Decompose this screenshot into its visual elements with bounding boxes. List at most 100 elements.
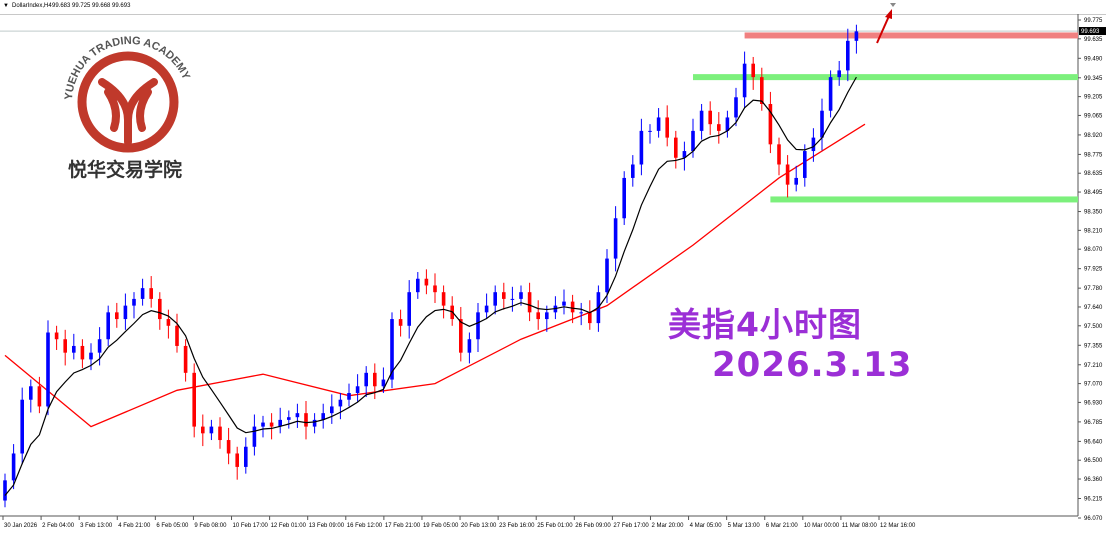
candle-body	[132, 298, 136, 306]
up-arrow-icon	[876, 15, 890, 44]
x-tick-label: 30 Jan 2026	[4, 523, 38, 529]
dropdown-triangle-icon[interactable]: ▼	[3, 3, 9, 9]
annotation-date: 2026.3.13	[712, 345, 913, 385]
y-tick-label: 96.785	[1084, 420, 1103, 426]
annotation-title: 美指4小时图	[668, 305, 862, 344]
candle-body	[11, 453, 16, 481]
candle-body	[527, 292, 532, 313]
candle-body	[252, 426, 257, 447]
candle-body	[261, 422, 265, 427]
level-zone	[770, 196, 1078, 203]
candle-body	[562, 301, 566, 306]
y-tick-label: 98.775	[1084, 152, 1103, 158]
y-tick-label: 99.345	[1084, 76, 1103, 82]
x-tick-label: 9 Feb 08:00	[194, 523, 227, 529]
candle-body	[467, 339, 472, 353]
x-tick-label: 27 Feb 17:00	[613, 523, 649, 529]
ohlc-readout: 99.683 99.725 99.668 99.693	[52, 3, 131, 9]
y-tick-label: 96.930	[1084, 400, 1103, 406]
candle-body	[605, 258, 609, 293]
candle-body	[622, 177, 626, 219]
shift-marker-icon	[890, 3, 896, 7]
y-tick-label: 99.775	[1084, 18, 1103, 24]
candle-body	[338, 399, 343, 407]
candle-body	[175, 325, 179, 346]
candle-body	[579, 312, 583, 314]
candle-body	[777, 144, 781, 165]
candle-body	[519, 292, 523, 299]
candle-body	[304, 413, 308, 427]
candle-body	[321, 413, 325, 420]
y-tick-label: 99.065	[1084, 113, 1103, 119]
candle-body	[364, 372, 368, 387]
candle-body	[123, 305, 128, 320]
candle-body	[226, 440, 231, 454]
x-tick-label: 3 Feb 13:00	[80, 523, 113, 529]
candle-body	[235, 453, 239, 467]
candle-body	[570, 301, 575, 313]
symbol-label: DollarIndex,H4	[12, 3, 52, 9]
y-tick-label: 98.210	[1084, 228, 1103, 234]
candle-body	[459, 319, 463, 353]
candle-body	[613, 218, 618, 259]
candle-body	[674, 137, 678, 158]
candle-body	[192, 372, 196, 427]
y-tick-label: 96.640	[1084, 439, 1103, 445]
candle-body	[278, 419, 282, 427]
candle-body	[140, 288, 145, 299]
y-tick-label: 97.355	[1084, 343, 1103, 349]
y-tick-label: 97.070	[1084, 382, 1103, 388]
candle-body	[218, 426, 222, 441]
candle-body	[433, 285, 437, 293]
y-tick-label: 97.210	[1084, 363, 1103, 369]
x-tick-label: 4 Feb 21:00	[118, 523, 151, 529]
candle-body	[347, 392, 351, 400]
current-price-badge	[1079, 27, 1106, 36]
x-tick-label: 5 Mar 13:00	[728, 523, 761, 529]
candle-body	[493, 292, 497, 306]
y-tick-label: 96.215	[1084, 497, 1103, 503]
x-tick-label: 12 Mar 16:00	[880, 523, 916, 529]
candle-body	[46, 332, 50, 407]
candle-body	[536, 312, 540, 320]
candle-body	[20, 399, 24, 454]
candle-body	[390, 319, 394, 380]
x-tick-label: 20 Feb 13:00	[461, 523, 497, 529]
candle-body	[398, 319, 403, 326]
y-tick-label: 97.925	[1084, 267, 1103, 273]
y-tick-label: 96.360	[1084, 477, 1103, 483]
candle-body	[295, 413, 300, 418]
candle-body	[502, 292, 506, 299]
candle-body	[545, 312, 549, 320]
candle-body	[3, 480, 7, 501]
candle-body	[631, 164, 635, 178]
candle-body	[811, 137, 816, 152]
candle-body	[312, 419, 317, 427]
candle-body	[54, 332, 59, 340]
x-tick-label: 25 Feb 01:00	[537, 523, 573, 529]
candle-body	[407, 292, 411, 326]
level-zone	[693, 74, 1078, 81]
candle-body	[699, 110, 704, 131]
y-tick-label: 98.070	[1084, 247, 1103, 253]
candle-body	[287, 417, 291, 420]
candle-body	[691, 130, 695, 152]
candle-body	[106, 312, 110, 340]
candle-body	[209, 426, 214, 434]
x-tick-label: 6 Mar 21:00	[766, 523, 799, 529]
arrow-head-icon	[885, 9, 892, 19]
candle-body	[37, 386, 42, 407]
candle-body	[269, 422, 274, 427]
fast-moving-average	[4, 76, 857, 496]
x-tick-label: 23 Feb 16:00	[499, 523, 535, 529]
y-tick-label: 99.635	[1084, 37, 1103, 43]
candle-body	[751, 63, 755, 78]
candle-body	[115, 312, 119, 320]
y-tick-label: 96.070	[1084, 516, 1103, 522]
candle-body	[476, 312, 480, 340]
current-price-label: 99.693	[1081, 29, 1100, 35]
candle-body	[734, 97, 738, 118]
candle-body	[794, 177, 798, 185]
x-tick-label: 6 Feb 05:00	[156, 523, 189, 529]
